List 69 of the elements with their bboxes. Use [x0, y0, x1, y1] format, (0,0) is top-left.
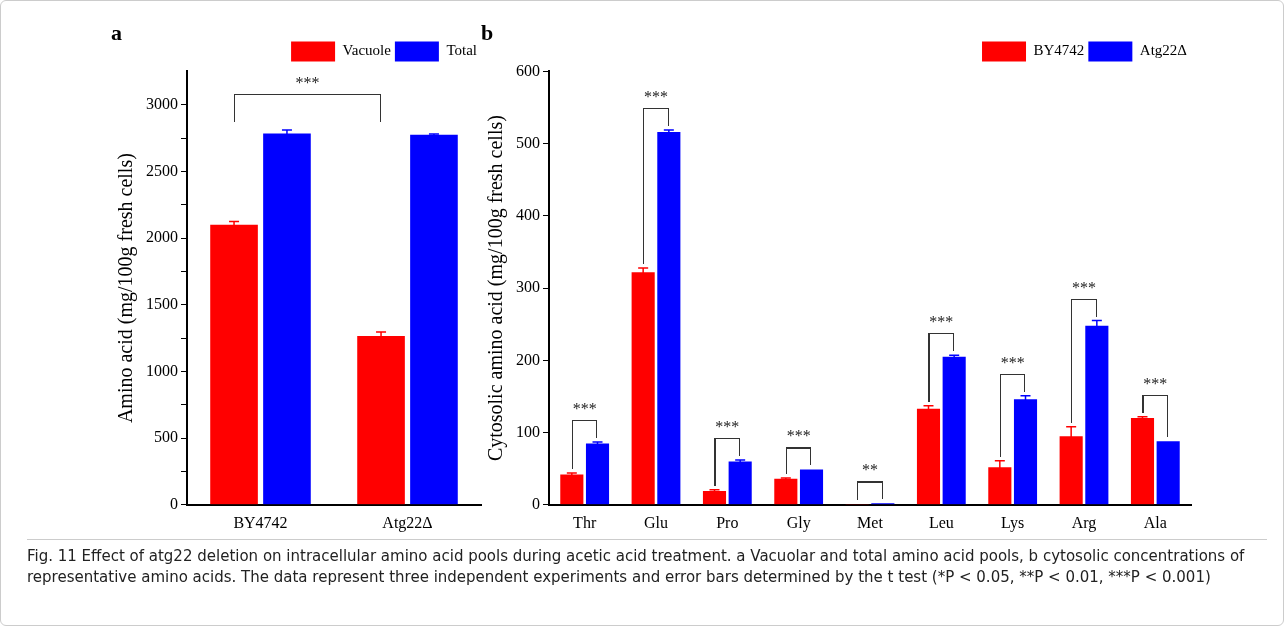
- x-tick-label: Lys: [1001, 513, 1025, 532]
- y-tick-label: 1000: [146, 361, 178, 379]
- y-tick-label: 500: [154, 428, 178, 446]
- bar: [657, 132, 681, 505]
- y-tick-label: 0: [170, 495, 178, 512]
- bar: [702, 491, 727, 505]
- chart-title: b: [481, 19, 494, 45]
- bar: [916, 408, 941, 505]
- y-axis-title: Cytosolic amino acid (mg/100g fresh cells): [484, 115, 508, 462]
- significance-bracket: ***: [1142, 374, 1169, 438]
- legend-label: Atg22Δ: [1139, 42, 1188, 59]
- y-axis-title: Amino acid (mg/100g fresh cells): [114, 153, 138, 424]
- bar: [210, 224, 258, 505]
- annotation: ***: [571, 399, 598, 418]
- annotation: ***: [1071, 278, 1097, 297]
- y-tick-label: 2000: [146, 228, 178, 246]
- bar: [1156, 441, 1180, 505]
- significance-bracket: ***: [928, 313, 955, 402]
- y-tick-label: 600: [516, 61, 540, 79]
- y-tick-label: 400: [516, 206, 540, 224]
- legend-label: Total: [446, 42, 477, 59]
- bar: [942, 356, 966, 505]
- annotation: **: [861, 461, 879, 480]
- significance-bracket: ***: [999, 353, 1026, 457]
- significance-bracket: ***: [714, 418, 741, 486]
- legend-label: BY4742: [1033, 42, 1085, 59]
- x-tick-label: Leu: [928, 513, 954, 531]
- annotation: ***: [643, 87, 669, 106]
- significance-bracket: ***: [785, 427, 812, 475]
- y-tick-label: 0: [532, 495, 540, 512]
- bar: [774, 478, 798, 505]
- annotation: ***: [294, 74, 321, 93]
- bar: [1130, 418, 1155, 505]
- annotation: ***: [928, 313, 955, 332]
- x-tick-label: Met: [857, 513, 884, 531]
- legend-label: Vacuole: [342, 42, 392, 59]
- x-tick-label: Atg22Δ: [382, 513, 433, 532]
- bar: [410, 134, 458, 505]
- y-tick-label: 500: [516, 133, 540, 151]
- annotation: ***: [714, 418, 741, 436]
- annotation: ***: [999, 353, 1026, 372]
- x-tick-label: Ala: [1143, 513, 1167, 531]
- significance-bracket: ***: [643, 87, 669, 264]
- bar: [1013, 399, 1038, 505]
- significance-bracket: ***: [571, 399, 598, 469]
- y-tick-label: 3000: [146, 94, 178, 112]
- x-tick-label: Thr: [573, 513, 597, 531]
- annotation: ***: [1142, 374, 1169, 393]
- y-tick-label: 200: [516, 350, 540, 368]
- significance-bracket: ***: [234, 74, 382, 123]
- x-tick-label: Pro: [716, 513, 739, 531]
- x-tick-label: Glu: [644, 513, 668, 531]
- x-tick-label: Arg: [1071, 513, 1097, 532]
- y-tick-label: 300: [516, 278, 540, 296]
- bar: [560, 474, 584, 505]
- x-tick-label: Gly: [786, 513, 811, 532]
- y-tick-label: 2500: [146, 161, 178, 179]
- significance-bracket: ***: [1071, 278, 1097, 423]
- x-tick-label: BY4742: [233, 513, 288, 531]
- caption: Fig. 11 Effect of atg22 deletion on intracellular amino acid pools during acetic acid treatment. a Vacuolar and total amino acid pools, b cytosolic concentrations of representative amino acids. The data represent three independent experiments and error bars determined by the t test (*P < 0.05, **P < 0.01, ***P < 0.001): [27, 539, 1267, 588]
- y-tick-label: 1500: [146, 294, 178, 312]
- bar: [728, 461, 752, 505]
- annotation: ***: [785, 427, 812, 446]
- bar: [263, 133, 311, 505]
- significance-bracket: **: [857, 461, 883, 501]
- chart-title: a: [111, 19, 122, 45]
- bar: [799, 469, 824, 505]
- y-tick-label: 100: [516, 422, 540, 440]
- bar: [585, 443, 610, 505]
